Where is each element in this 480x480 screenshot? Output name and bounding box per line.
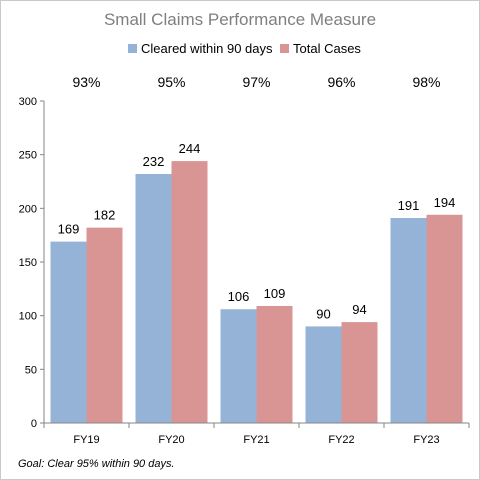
y-tick-label: 50 <box>25 364 37 376</box>
bar-cleared <box>305 326 342 423</box>
x-tick-label: FY20 <box>158 434 184 446</box>
x-axis: FY19 FY20 FY21 FY22 FY23 <box>43 422 470 446</box>
data-label: 169 <box>58 222 80 237</box>
x-tick-label: FY21 <box>243 434 269 446</box>
goal-footnote: Goal: Clear 95% within 90 days. <box>18 458 175 470</box>
data-label: 194 <box>434 195 456 210</box>
bar-cleared <box>220 309 257 423</box>
bar-total <box>426 214 463 423</box>
percentage-label: 96% <box>327 74 355 90</box>
legend-label-cleared: Cleared within 90 days <box>141 41 273 56</box>
legend: Cleared within 90 days Total Cases <box>128 41 361 56</box>
legend-label-total: Total Cases <box>293 41 361 56</box>
percentage-label: 95% <box>157 74 185 90</box>
bar-total <box>86 227 123 423</box>
y-tick-label: 300 <box>19 96 37 108</box>
y-axis: 0 50 100 150 200 250 300 <box>19 96 45 430</box>
data-label: 191 <box>398 198 420 213</box>
bar-total <box>341 322 378 423</box>
data-label: 90 <box>316 306 330 321</box>
x-tick-label: FY23 <box>413 434 439 446</box>
data-label: 94 <box>352 302 366 317</box>
bar-total <box>171 161 208 423</box>
data-label: 244 <box>179 141 201 156</box>
bar-cleared <box>390 217 427 423</box>
percentage-label: 98% <box>412 74 440 90</box>
y-tick-label: 150 <box>19 257 37 269</box>
percentage-label: 93% <box>72 74 100 90</box>
bar-cleared <box>50 241 87 423</box>
data-label: 106 <box>228 289 250 304</box>
y-tick-label: 250 <box>19 150 37 162</box>
y-tick-label: 0 <box>31 418 37 430</box>
x-tick-label: FY19 <box>73 434 99 446</box>
legend-swatch-cleared <box>128 44 137 53</box>
bar-cleared <box>135 173 172 423</box>
bar-total <box>256 306 293 423</box>
legend-swatch-total <box>280 44 289 53</box>
percentage-labels: 93% 95% 97% 96% 98% <box>72 74 440 90</box>
percentage-label: 97% <box>242 74 270 90</box>
chart-title: Small Claims Performance Measure <box>104 10 376 29</box>
y-tick-label: 100 <box>19 311 37 323</box>
data-label: 182 <box>94 208 116 223</box>
x-tick-label: FY22 <box>328 434 354 446</box>
y-tick-label: 200 <box>19 203 37 215</box>
bars: 169 182 232 244 106 109 90 94 191 194 <box>50 141 463 423</box>
data-label: 109 <box>264 286 286 301</box>
data-label: 232 <box>143 154 165 169</box>
